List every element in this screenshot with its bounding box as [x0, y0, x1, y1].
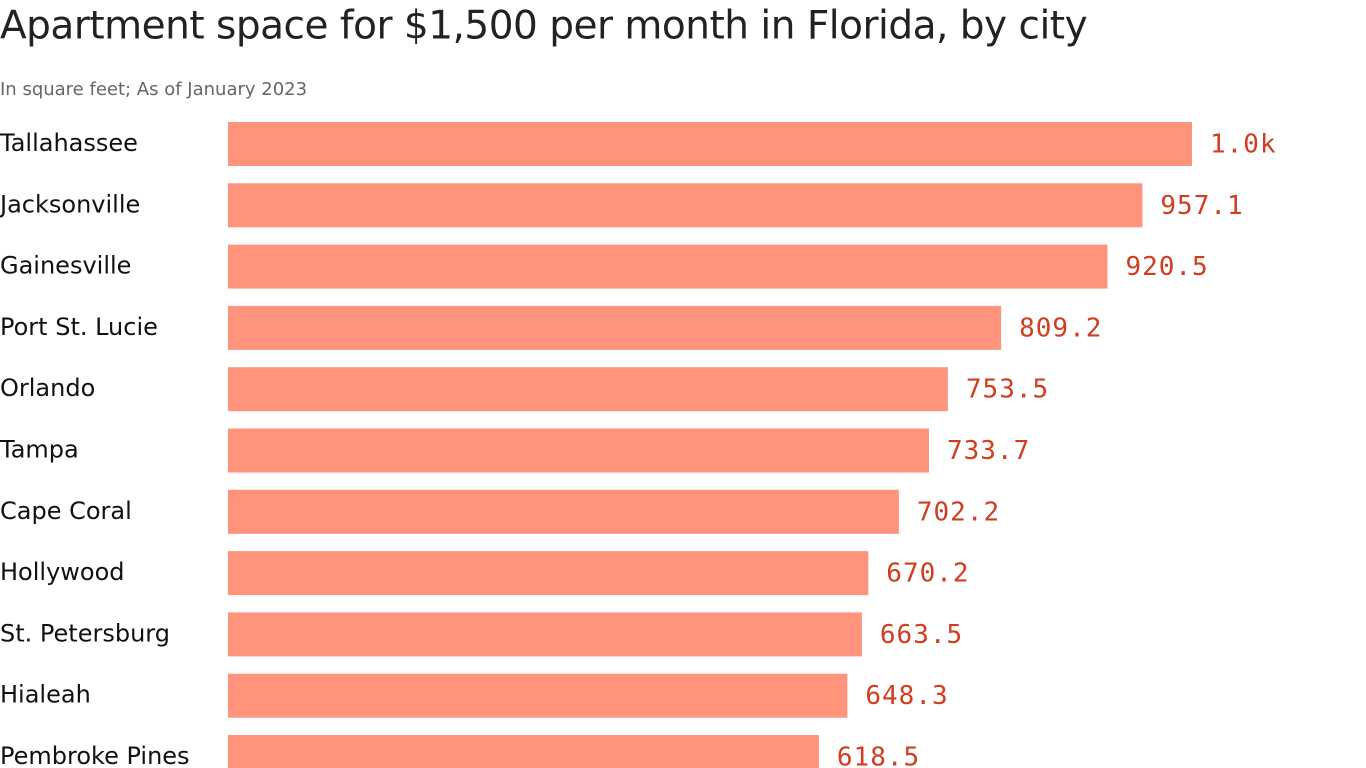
bar — [228, 735, 819, 768]
category-label: Pembroke Pines — [0, 742, 190, 768]
value-label: 1.0k — [1210, 130, 1277, 160]
bar — [228, 244, 1108, 289]
value-label: 957.1 — [1160, 191, 1243, 221]
category-label: Hialeah — [0, 681, 91, 709]
category-label: Jacksonville — [0, 190, 140, 218]
category-label: Orlando — [0, 374, 95, 402]
category-label: Gainesville — [0, 252, 131, 280]
category-label: Tallahassee — [0, 129, 138, 157]
bar — [228, 551, 869, 596]
value-label: 702.2 — [917, 497, 1000, 527]
value-label: 648.3 — [865, 681, 948, 711]
category-label: St. Petersburg — [0, 619, 170, 647]
value-label: 670.2 — [886, 559, 969, 589]
value-label: 663.5 — [880, 620, 963, 650]
bar — [228, 122, 1192, 166]
category-label: Port St. Lucie — [0, 313, 158, 341]
bar — [228, 428, 929, 473]
bar — [228, 367, 948, 412]
bar — [228, 305, 1002, 350]
bar — [228, 673, 848, 718]
bar — [228, 612, 862, 657]
chart-title: Apartment space for $1,500 per month in … — [0, 4, 1087, 49]
bar — [228, 489, 899, 534]
value-label: 920.5 — [1125, 252, 1208, 282]
chart-subtitle: In square feet; As of January 2023 — [0, 79, 307, 100]
value-label: 618.5 — [837, 743, 920, 768]
value-label: 753.5 — [966, 375, 1049, 405]
category-label: Tampa — [0, 436, 79, 464]
value-label: 733.7 — [947, 436, 1030, 466]
category-label: Hollywood — [0, 558, 125, 586]
category-label: Cape Coral — [0, 497, 132, 525]
value-label: 809.2 — [1019, 313, 1102, 343]
bar — [228, 183, 1143, 228]
